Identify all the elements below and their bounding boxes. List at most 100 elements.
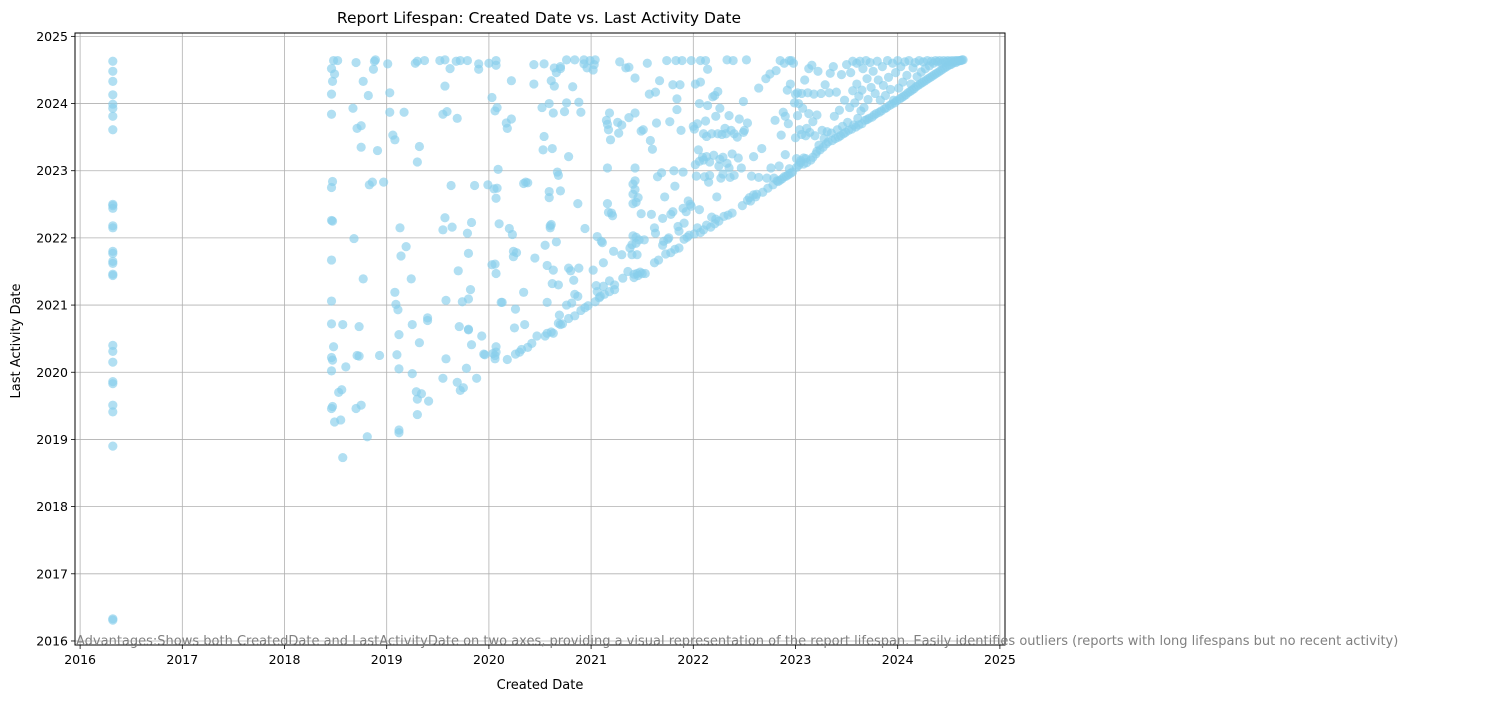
data-point [394,330,404,340]
data-point [372,145,383,156]
data-point [529,79,539,89]
data-point [810,131,820,141]
data-point [108,103,118,113]
data-point [551,237,561,247]
data-point [718,169,728,179]
data-point [846,68,856,78]
data-point [630,108,640,118]
data-point [675,80,685,90]
data-point [657,168,667,178]
data-point [669,166,679,176]
data-point [828,61,838,72]
data-point [548,265,558,275]
data-point [812,110,822,120]
data-point [573,199,583,209]
data-point [354,321,364,332]
data-point [108,400,118,410]
data-point [454,321,464,332]
data-point [394,364,404,374]
data-point [326,403,337,414]
data-point [668,80,678,90]
data-point [544,98,554,109]
data-point [729,170,739,181]
data-point [829,111,839,121]
data-point [615,57,625,67]
data-point [338,319,348,330]
data-point [537,102,547,113]
plot-area-frame [74,32,1006,646]
data-point [453,266,463,276]
y-tick-label: 2016 [36,633,68,648]
data-point [108,270,118,281]
data-point [370,55,381,65]
x-tick-label: 2024 [882,652,914,667]
data-point [738,96,748,107]
grid-lines [75,33,1005,645]
y-tick-label: 2021 [36,298,68,313]
data-point [491,193,501,203]
data-point [645,135,655,146]
data-point [329,69,340,79]
data-point [598,281,608,291]
data-point [463,294,474,304]
data-point [610,280,620,290]
data-point [630,163,640,173]
data-point [493,164,503,174]
data-point [363,90,373,101]
data-point [393,305,403,315]
data-point [693,145,704,155]
data-point [354,351,364,361]
data-point [385,107,395,117]
data-point [341,362,351,372]
data-point [632,250,642,260]
data-point [564,152,574,162]
data-point [396,251,406,261]
data-point [724,111,734,121]
data-point [414,141,425,152]
data-point [494,219,504,229]
x-tick-label: 2020 [473,652,505,667]
data-point [523,178,533,188]
data-point [574,97,584,107]
data-point [367,177,377,187]
data-point [694,205,705,215]
data-point [705,157,715,167]
data-point [108,441,118,451]
data-point [858,64,868,74]
data-point [618,273,628,283]
data-point [326,182,337,193]
data-point [836,70,847,80]
data-point [108,111,118,121]
y-tick-label: 2022 [36,230,68,245]
data-point [349,233,359,244]
data-point [728,55,738,66]
data-point [441,354,451,364]
data-point [788,58,799,68]
data-point [662,55,672,66]
data-point [327,76,338,86]
data-point [746,171,757,181]
data-point [447,222,457,232]
data-point [831,87,841,97]
data-point [385,88,395,98]
data-point [570,55,580,65]
data-point [813,66,823,76]
data-point [785,79,795,89]
data-point [651,118,662,128]
data-point [676,125,686,136]
data-point [555,186,566,196]
y-axis-label: Last Activity Date [9,283,24,398]
data-point [414,338,425,348]
data-point [762,173,772,183]
data-point [491,347,501,357]
data-point [736,163,746,173]
data-point [326,296,337,306]
data-point [484,58,494,68]
data-point [705,170,715,181]
data-point [557,319,568,329]
data-point [465,285,476,295]
data-point [351,57,361,68]
data-point [362,432,372,442]
data-point [548,108,558,118]
data-point [412,56,422,66]
